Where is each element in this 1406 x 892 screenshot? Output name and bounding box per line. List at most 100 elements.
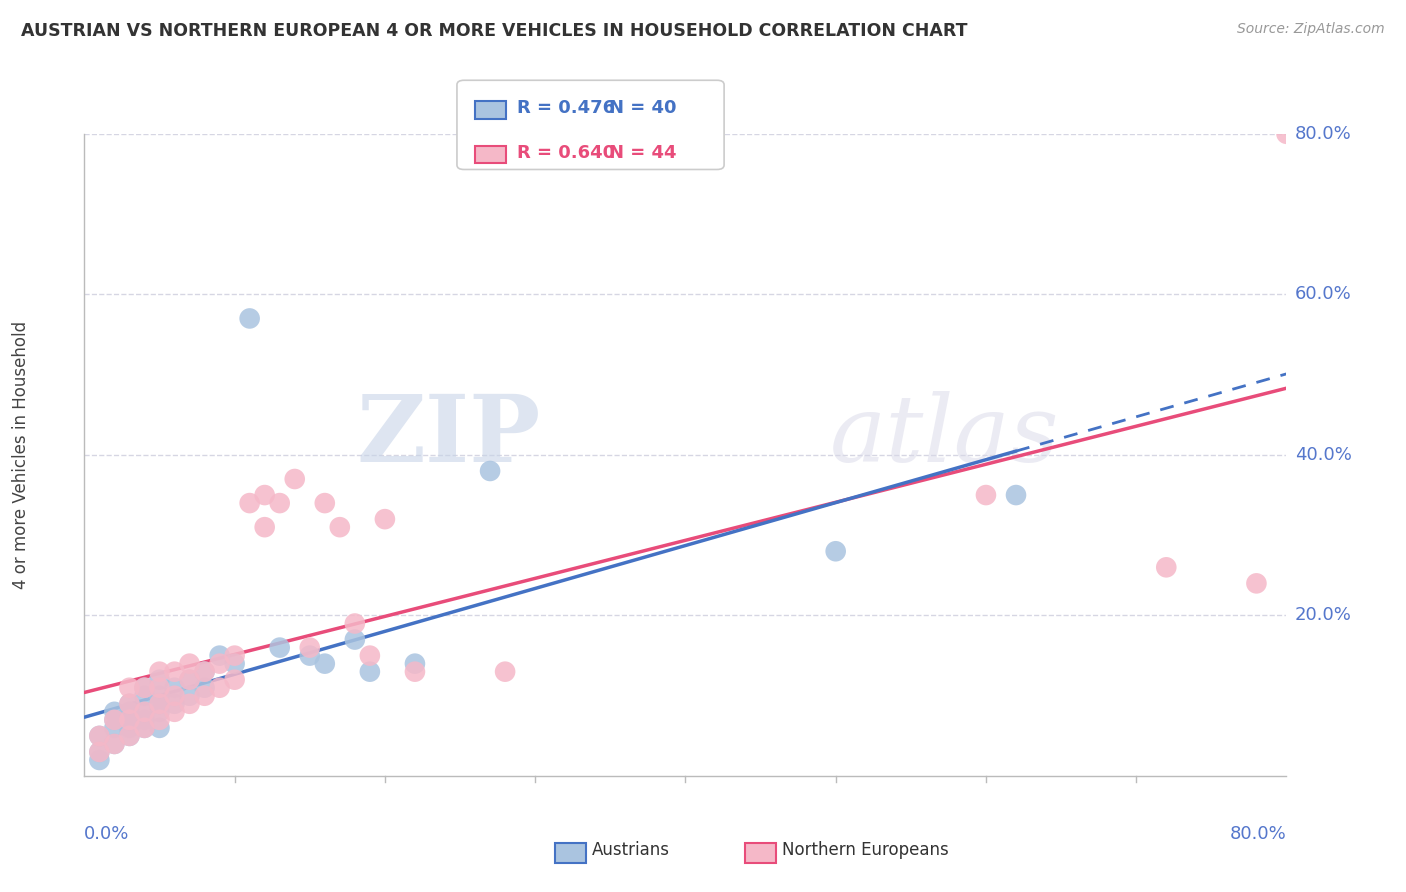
Point (103, 737, 125, 751)
Text: 80.0%: 80.0% (1230, 825, 1286, 843)
Text: 40.0%: 40.0% (1295, 446, 1351, 464)
Point (208, 681, 231, 695)
Text: R = 0.640: R = 0.640 (517, 144, 616, 161)
Point (1156, 560, 1178, 574)
Point (314, 496, 336, 510)
Point (163, 689, 186, 703)
Point (118, 705, 141, 719)
Point (118, 697, 141, 711)
Point (148, 705, 170, 719)
Point (148, 689, 170, 703)
Point (134, 681, 156, 695)
Point (269, 640, 291, 655)
Point (118, 729, 141, 743)
Point (239, 311, 262, 326)
Point (224, 657, 246, 671)
Point (89, 753, 111, 767)
Point (163, 705, 186, 719)
Point (974, 488, 997, 502)
Point (224, 648, 246, 663)
Point (89, 745, 111, 759)
Point (253, 520, 276, 534)
Point (118, 697, 141, 711)
Text: N = 44: N = 44 (609, 144, 676, 161)
Point (148, 665, 170, 679)
Point (118, 713, 141, 727)
Point (1005, 488, 1028, 502)
Text: 20.0%: 20.0% (1295, 607, 1351, 624)
Point (103, 705, 125, 719)
Text: 80.0%: 80.0% (1295, 125, 1351, 143)
Point (103, 713, 125, 727)
Point (314, 657, 336, 671)
Text: ZIP: ZIP (357, 391, 541, 481)
Point (194, 665, 217, 679)
Point (194, 681, 217, 695)
Point (298, 640, 321, 655)
Point (134, 705, 156, 719)
Point (329, 520, 352, 534)
Point (134, 721, 156, 735)
Text: 4 or more Vehicles in Household: 4 or more Vehicles in Household (13, 321, 30, 589)
Point (148, 673, 170, 687)
Point (224, 673, 246, 687)
Point (134, 705, 156, 719)
Point (148, 697, 170, 711)
Point (194, 689, 217, 703)
Point (359, 648, 381, 663)
Point (134, 721, 156, 735)
Point (404, 657, 426, 671)
Point (284, 472, 307, 486)
Point (343, 632, 366, 647)
Point (148, 713, 170, 727)
Point (134, 713, 156, 727)
Point (179, 673, 201, 687)
Point (118, 721, 141, 735)
Point (1246, 576, 1268, 591)
Point (269, 496, 291, 510)
Text: atlas: atlas (830, 391, 1059, 481)
Point (148, 721, 170, 735)
Point (298, 648, 321, 663)
Text: R = 0.476: R = 0.476 (517, 99, 616, 117)
Text: Austrians: Austrians (592, 841, 669, 859)
Point (194, 665, 217, 679)
Point (103, 737, 125, 751)
Point (208, 648, 231, 663)
Point (89, 745, 111, 759)
Point (163, 665, 186, 679)
Point (89, 729, 111, 743)
Point (163, 681, 186, 695)
Point (134, 681, 156, 695)
Point (103, 713, 125, 727)
Point (89, 729, 111, 743)
Point (824, 544, 846, 558)
Point (374, 512, 396, 526)
Point (239, 496, 262, 510)
Point (404, 665, 426, 679)
Point (179, 657, 201, 671)
Point (479, 464, 502, 478)
Point (1275, 127, 1298, 141)
Point (343, 616, 366, 631)
Point (103, 721, 125, 735)
Text: N = 40: N = 40 (609, 99, 676, 117)
Point (148, 697, 170, 711)
Text: Northern Europeans: Northern Europeans (782, 841, 949, 859)
Point (148, 681, 170, 695)
Point (118, 681, 141, 695)
Text: 0.0%: 0.0% (84, 825, 129, 843)
Text: AUSTRIAN VS NORTHERN EUROPEAN 4 OR MORE VEHICLES IN HOUSEHOLD CORRELATION CHART: AUSTRIAN VS NORTHERN EUROPEAN 4 OR MORE … (21, 22, 967, 40)
Point (208, 657, 231, 671)
Point (118, 713, 141, 727)
Text: 60.0%: 60.0% (1295, 285, 1351, 303)
Point (253, 488, 276, 502)
Point (179, 673, 201, 687)
Point (134, 689, 156, 703)
Point (118, 729, 141, 743)
Point (179, 697, 201, 711)
Point (359, 665, 381, 679)
Point (163, 697, 186, 711)
Text: Source: ZipAtlas.com: Source: ZipAtlas.com (1237, 22, 1385, 37)
Point (179, 689, 201, 703)
